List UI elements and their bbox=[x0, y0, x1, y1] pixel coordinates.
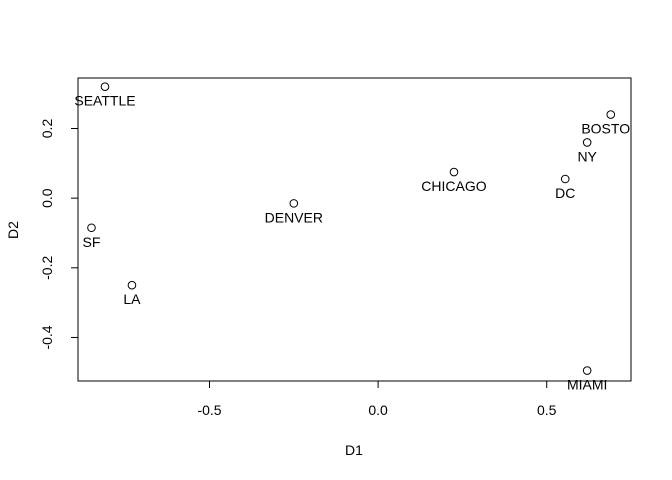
y-tick-label: 0.2 bbox=[39, 119, 55, 139]
data-point-label: SEATTLE bbox=[74, 93, 135, 109]
data-point-label: SF bbox=[83, 234, 101, 250]
data-point bbox=[582, 138, 592, 147]
plot-frame bbox=[77, 77, 632, 382]
y-axis: -0.4 -0.2 0.0 0.2 bbox=[39, 119, 79, 350]
data-point-label: CHICAGO bbox=[421, 178, 486, 194]
data-point-label: MIAMI bbox=[567, 377, 607, 393]
data-point bbox=[560, 174, 570, 184]
data-point bbox=[606, 110, 616, 119]
y-tick-label: -0.4 bbox=[39, 325, 55, 349]
y-tick-label: -0.2 bbox=[39, 256, 55, 280]
data-point-label: DC bbox=[555, 185, 575, 201]
x-axis-label: D1 bbox=[345, 442, 363, 458]
data-point-label: LA bbox=[123, 291, 141, 307]
x-tick-label: 0.5 bbox=[537, 402, 557, 418]
data-point bbox=[289, 199, 299, 208]
y-axis-label: D2 bbox=[5, 221, 21, 239]
x-tick-label: 0.0 bbox=[368, 402, 388, 418]
data-point bbox=[582, 366, 592, 375]
x-axis: -0.5 0.0 0.5 bbox=[197, 380, 557, 418]
x-tick-label: -0.5 bbox=[197, 402, 221, 418]
data-point bbox=[100, 82, 110, 92]
points-layer: SEATTLE SF LA DENVER CHICAGO DC NY BOSTON MIAMI bbox=[74, 82, 640, 393]
data-point-label: DENVER bbox=[265, 209, 323, 225]
data-point-label: NY bbox=[577, 148, 597, 164]
data-point-label: BOSTON bbox=[581, 121, 640, 137]
data-point bbox=[127, 280, 137, 290]
data-point bbox=[449, 167, 459, 177]
y-tick-label: 0.0 bbox=[39, 188, 55, 208]
data-point bbox=[87, 223, 96, 233]
